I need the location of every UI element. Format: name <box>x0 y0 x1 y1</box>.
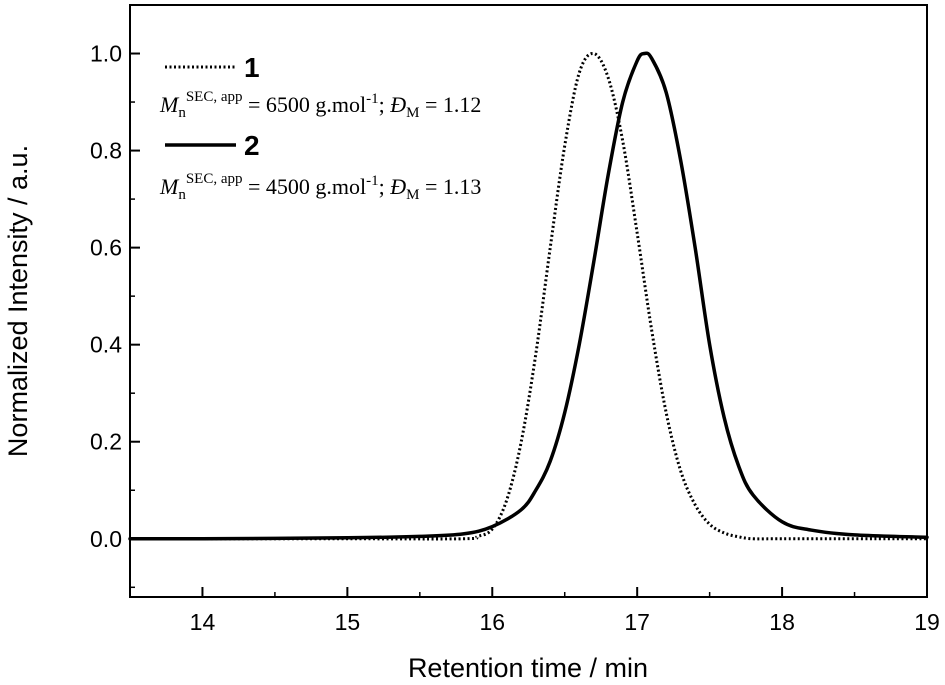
legend-label-series-1: 1 <box>244 52 260 83</box>
legend-note-series-2: MnSEC, app = 4500 g.mol-1; ĐM = 1.13 <box>159 171 481 203</box>
y-tick-label: 0.0 <box>90 526 122 552</box>
y-tick-label: 0.4 <box>90 332 122 358</box>
series-2-line <box>128 51 929 541</box>
x-tick-label: 15 <box>335 609 361 635</box>
axis-tick-labels: 14 15 16 17 18 19 0.0 0.2 0.4 0.6 0.8 1.0 <box>90 41 940 635</box>
y-tick-label: 0.8 <box>90 138 122 164</box>
y-tick-label: 1.0 <box>90 41 122 67</box>
y-axis-title: Normalized Intensity / a.u. <box>3 145 33 457</box>
data-curves <box>128 51 929 541</box>
plot-frame <box>129 4 928 598</box>
legend-note-series-1: MnSEC, app = 6500 g.mol-1; ĐM = 1.12 <box>159 89 481 121</box>
x-tick-label: 19 <box>914 609 940 635</box>
x-tick-label: 17 <box>624 609 650 635</box>
x-axis-title: Retention time / min <box>408 653 648 683</box>
legend: 1 MnSEC, app = 6500 g.mol-1; ĐM = 1.12 2… <box>159 52 481 203</box>
legend-label-series-2: 2 <box>244 130 260 161</box>
x-tick-label: 18 <box>769 609 795 635</box>
y-tick-label: 0.6 <box>90 235 122 261</box>
series-1-line <box>129 51 927 541</box>
y-tick-label: 0.2 <box>90 429 122 455</box>
x-tick-label: 16 <box>479 609 505 635</box>
x-tick-label: 14 <box>190 609 216 635</box>
